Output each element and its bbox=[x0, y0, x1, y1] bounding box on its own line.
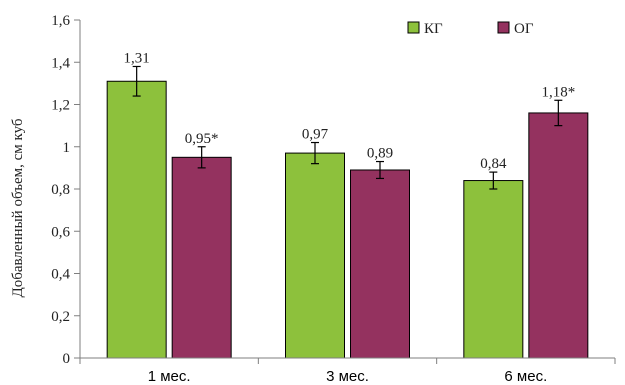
y-tick-label: 0,2 bbox=[51, 309, 70, 325]
data-label: 0,97 bbox=[302, 127, 329, 143]
y-tick-label: 1,6 bbox=[51, 13, 70, 29]
legend-label: ОГ bbox=[514, 21, 534, 37]
legend-item: КГ bbox=[407, 21, 443, 37]
data-label: 1,31 bbox=[124, 50, 150, 66]
bar bbox=[106, 80, 167, 359]
y-tick-label: 0,6 bbox=[51, 224, 70, 240]
y-axis-label: Добавленный объем, см куб bbox=[10, 118, 26, 297]
legend-label: КГ bbox=[424, 21, 443, 37]
bar bbox=[528, 112, 589, 359]
y-tick-label: 0,8 bbox=[51, 182, 70, 198]
y-tick-label: 1,2 bbox=[51, 98, 70, 114]
data-label: 0,89 bbox=[367, 146, 393, 162]
legend-swatch bbox=[407, 21, 420, 34]
x-axis: 1 мес. 3 мес. 6 мес. bbox=[79, 357, 616, 385]
legend-item: ОГ bbox=[497, 21, 534, 37]
legend-swatch bbox=[497, 21, 510, 34]
bar bbox=[171, 156, 232, 359]
data-label: 1,18* bbox=[541, 84, 575, 100]
y-axis: 0 0,2 0,4 0,6 0,8 1 1,2 1,4 1,6 bbox=[51, 13, 81, 367]
data-label: 0,95* bbox=[185, 131, 219, 147]
x-tick-label: 3 мес. bbox=[326, 368, 369, 385]
bar bbox=[350, 169, 410, 359]
y-tick-label: 0,4 bbox=[51, 267, 70, 283]
y-tick-label: 1,4 bbox=[51, 55, 70, 71]
y-tick-label: 1 bbox=[63, 140, 71, 156]
data-label: 0,84 bbox=[480, 156, 507, 172]
x-tick-label: 1 мес. bbox=[148, 368, 191, 385]
legend: КГ ОГ bbox=[407, 21, 534, 37]
bars: 1,31 0,97 0,84 0,95* 0,89 1,18* bbox=[106, 50, 589, 359]
bar bbox=[285, 152, 345, 359]
y-tick-label: 0 bbox=[63, 351, 71, 367]
bar bbox=[463, 180, 524, 359]
x-tick-label: 6 мес. bbox=[504, 368, 547, 385]
